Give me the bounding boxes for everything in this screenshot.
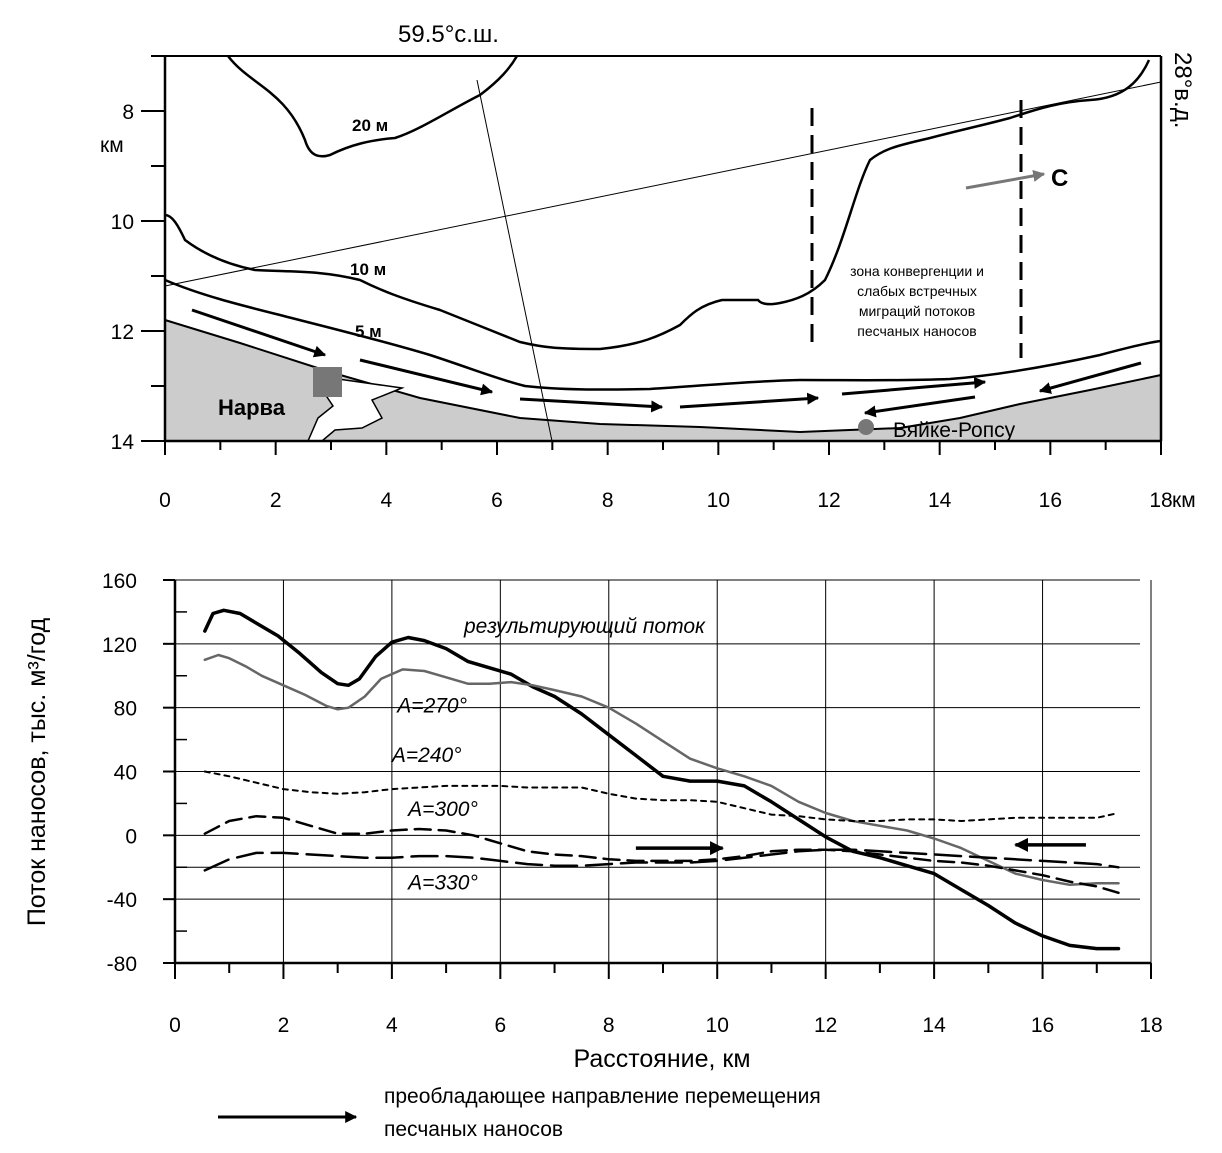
- zone-text-line: миграций потоков: [859, 303, 975, 319]
- chart-flow-arrows: [635, 837, 1086, 856]
- y-tick-label: 160: [102, 570, 137, 593]
- x-tick-label: 12: [814, 1014, 837, 1037]
- place-narva: Нарва: [218, 395, 286, 420]
- map-x-tick-label: 4: [380, 489, 392, 512]
- zone-text-line: зона конвергенции и: [850, 263, 984, 279]
- vaike-ropsu-marker-icon: [858, 419, 874, 435]
- latitude-label: 59.5°с.ш.: [398, 21, 499, 48]
- map-x-axis: 0 2 4 6 8 10 12 14 16 18: [159, 441, 1173, 512]
- legend: преобладающее направление перемещения пе…: [218, 1085, 821, 1141]
- x-tick-label: 8: [603, 1014, 615, 1037]
- longitude-label: 28°в.д.: [1169, 52, 1196, 128]
- map-y-unit: км: [100, 134, 124, 157]
- map-x-tick-label: 6: [491, 489, 503, 512]
- longitude-line: [164, 81, 1162, 287]
- isobath-10m-north: [164, 59, 1151, 351]
- narva-marker-icon: [313, 367, 342, 397]
- x-tick-label: 4: [386, 1014, 398, 1037]
- zone-text: зона конвергенции и слабых встречных миг…: [850, 263, 984, 339]
- y-tick-label: 80: [114, 698, 137, 721]
- chart-xlabel: Расстояние, км: [573, 1045, 750, 1073]
- series-label: A=240°: [390, 744, 462, 767]
- chart-axes: 0 2 4 6 8 10 12 14 16 18 160 120 80 40 0 -40 -80: [102, 570, 1163, 1037]
- series-line: [203, 608, 1121, 951]
- map-x-tick-label: 2: [270, 489, 282, 512]
- map-y-tick-label: 12: [111, 321, 134, 344]
- place-vaike-ropsu: Вяйке-Ропсу: [893, 419, 1016, 442]
- series-line: [203, 814, 1120, 895]
- y-tick-label: 0: [125, 825, 137, 848]
- isobath-label-20m: 20 м: [352, 116, 388, 135]
- map-x-unit: км: [1172, 489, 1196, 512]
- legend-text-line: преобладающее направление перемещения: [384, 1085, 821, 1108]
- y-tick-label: -40: [107, 889, 137, 912]
- series-label: A=300°: [406, 798, 478, 821]
- series-line: [203, 848, 1120, 872]
- map-panel: С Нарва Вяйке-Ропсу 20 м 10 м 5 м зона к…: [100, 21, 1196, 512]
- map-x-tick-label: 8: [602, 489, 614, 512]
- x-tick-label: 16: [1031, 1014, 1054, 1037]
- x-tick-label: 10: [706, 1014, 729, 1037]
- legend-text-line: песчаных наносов: [384, 1118, 563, 1141]
- map-flow-arrows: [191, 308, 1142, 418]
- map-y-axis: 8 10 12 14: [111, 55, 165, 454]
- map-y-tick-label: 10: [111, 211, 134, 234]
- chart-annotation: результирующий поток: [463, 615, 706, 638]
- series-line: [203, 770, 1120, 822]
- isobath-label-10m: 10 м: [350, 260, 386, 279]
- y-tick-label: -80: [107, 953, 137, 976]
- series-line: [203, 653, 1120, 887]
- map-x-tick-label: 10: [707, 489, 730, 512]
- map-x-tick-label: 14: [928, 489, 952, 512]
- y-tick-label: 120: [102, 634, 137, 657]
- x-tick-label: 0: [169, 1014, 181, 1037]
- map-y-tick-label: 8: [122, 101, 134, 124]
- chart-series-labels: A=270° A=240° A=300° A=330°: [390, 694, 478, 894]
- zone-text-line: слабых встречных: [857, 283, 977, 299]
- map-x-tick-label: 12: [817, 489, 840, 512]
- x-tick-label: 14: [922, 1014, 946, 1037]
- x-tick-label: 6: [494, 1014, 506, 1037]
- isobath-label-5m: 5 м: [355, 322, 382, 341]
- map-x-tick-label: 0: [159, 489, 171, 512]
- isobath-20m: [227, 55, 519, 158]
- x-tick-label: 2: [278, 1014, 290, 1037]
- north-label: С: [1051, 165, 1068, 192]
- map-x-tick-label: 16: [1039, 489, 1062, 512]
- chart-ylabel: Поток наносов, тыс. м³/год: [23, 617, 51, 926]
- y-tick-label: 40: [114, 762, 137, 785]
- series-label: A=270°: [395, 694, 467, 717]
- isobath-5m: [164, 278, 1162, 391]
- map-y-tick-label: 14: [111, 431, 135, 454]
- map-x-tick-label: 18: [1149, 489, 1172, 512]
- zone-text-line: песчаных наносов: [857, 323, 976, 339]
- chart-series: [203, 608, 1121, 951]
- x-tick-label: 18: [1139, 1014, 1162, 1037]
- north-arrow-icon: [965, 170, 1046, 190]
- series-label: A=330°: [406, 872, 478, 895]
- latitude-line: [476, 79, 553, 442]
